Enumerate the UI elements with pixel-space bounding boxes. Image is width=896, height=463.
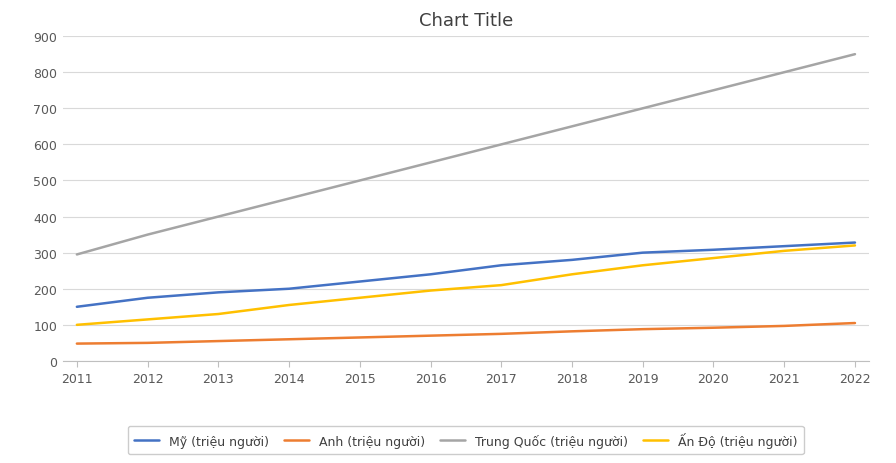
Mỹ (triệu người) (708, 247, 719, 253)
Legend: Mỹ (triệu người), Anh (triệu người), Trung Quốc (triệu người), Ấn Độ (triệu ngườ: Mỹ (triệu người), Anh (triệu người), Tru… (128, 425, 804, 454)
Anh (triệu người) (495, 332, 506, 337)
Ấn Độ (triệu người) (355, 295, 366, 301)
Trung Quốc (triệu người) (708, 88, 719, 94)
Trung Quốc (triệu người) (637, 106, 648, 112)
Trung Quốc (triệu người) (426, 160, 436, 166)
Anh (triệu người) (142, 340, 153, 346)
Ấn Độ (triệu người) (72, 322, 82, 328)
Mỹ (triệu người) (849, 240, 860, 246)
Mỹ (triệu người) (779, 244, 789, 250)
Mỹ (triệu người) (72, 304, 82, 310)
Line: Ấn Độ (triệu người): Ấn Độ (triệu người) (77, 246, 855, 325)
Ấn Độ (triệu người) (213, 312, 224, 317)
Anh (triệu người) (213, 338, 224, 344)
Anh (triệu người) (849, 320, 860, 326)
Trung Quốc (triệu người) (495, 142, 506, 148)
Mỹ (triệu người) (426, 272, 436, 277)
Trung Quốc (triệu người) (779, 70, 789, 76)
Ấn Độ (triệu người) (426, 288, 436, 294)
Anh (triệu người) (708, 325, 719, 331)
Line: Anh (triệu người): Anh (triệu người) (77, 323, 855, 344)
Trung Quốc (triệu người) (142, 232, 153, 238)
Mỹ (triệu người) (637, 250, 648, 256)
Anh (triệu người) (779, 324, 789, 329)
Ấn Độ (triệu người) (849, 243, 860, 249)
Trung Quốc (triệu người) (566, 124, 577, 130)
Trung Quốc (triệu người) (72, 252, 82, 258)
Anh (triệu người) (284, 337, 295, 342)
Trung Quốc (triệu người) (355, 178, 366, 184)
Ấn Độ (triệu người) (566, 272, 577, 277)
Ấn Độ (triệu người) (779, 249, 789, 254)
Mỹ (triệu người) (495, 263, 506, 269)
Mỹ (triệu người) (566, 257, 577, 263)
Anh (triệu người) (355, 335, 366, 340)
Line: Mỹ (triệu người): Mỹ (triệu người) (77, 243, 855, 307)
Mỹ (triệu người) (142, 295, 153, 301)
Ấn Độ (triệu người) (495, 283, 506, 288)
Ấn Độ (triệu người) (708, 256, 719, 261)
Line: Trung Quốc (triệu người): Trung Quốc (triệu người) (77, 55, 855, 255)
Anh (triệu người) (637, 327, 648, 332)
Anh (triệu người) (72, 341, 82, 347)
Mỹ (triệu người) (213, 290, 224, 295)
Trung Quốc (triệu người) (213, 214, 224, 220)
Ấn Độ (triệu người) (284, 302, 295, 308)
Anh (triệu người) (426, 333, 436, 339)
Mỹ (triệu người) (284, 286, 295, 292)
Ấn Độ (triệu người) (637, 263, 648, 269)
Title: Chart Title: Chart Title (418, 12, 513, 30)
Trung Quốc (triệu người) (849, 52, 860, 58)
Ấn Độ (triệu người) (142, 317, 153, 323)
Anh (triệu người) (566, 329, 577, 334)
Trung Quốc (triệu người) (284, 196, 295, 202)
Mỹ (triệu người) (355, 279, 366, 285)
